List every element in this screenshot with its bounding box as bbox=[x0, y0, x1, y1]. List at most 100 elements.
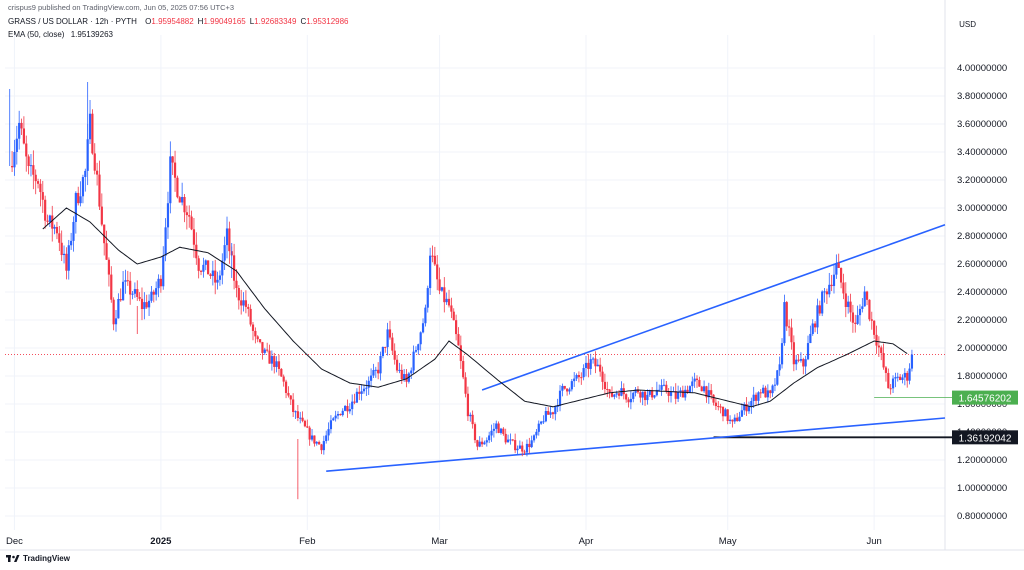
trendlines bbox=[326, 224, 946, 472]
candle-down bbox=[464, 377, 467, 394]
candle-up bbox=[766, 390, 769, 398]
symbol-name[interactable]: GRASS / US DOLLAR · 12h · PYTH bbox=[8, 17, 137, 26]
candle-up bbox=[13, 151, 16, 168]
candle-down bbox=[433, 255, 436, 265]
x-tick-label: May bbox=[719, 536, 737, 547]
candle-down bbox=[237, 288, 240, 301]
candle-up bbox=[570, 381, 573, 390]
candle-down bbox=[199, 270, 203, 272]
ema-value: 1.95139263 bbox=[70, 30, 113, 39]
candle-up bbox=[53, 226, 56, 229]
candle-up bbox=[629, 398, 632, 403]
candle-up bbox=[823, 291, 826, 293]
candle-up bbox=[181, 196, 184, 203]
candle-down bbox=[20, 122, 23, 129]
candle-down bbox=[839, 267, 843, 283]
candle-up bbox=[48, 215, 51, 222]
candle-down bbox=[851, 312, 854, 323]
candle-up bbox=[750, 401, 753, 407]
candle-down bbox=[98, 174, 101, 207]
candle-up bbox=[150, 291, 153, 301]
candle-down bbox=[126, 280, 129, 282]
footer-brand[interactable]: TradingView bbox=[23, 554, 70, 563]
candle-up bbox=[835, 263, 838, 275]
candle-down bbox=[22, 128, 25, 144]
candle-down bbox=[65, 253, 68, 271]
candle-down bbox=[797, 359, 800, 361]
candle-down bbox=[249, 308, 252, 325]
candle-down bbox=[719, 406, 722, 408]
candle-down bbox=[870, 319, 873, 321]
candle-up bbox=[72, 221, 75, 241]
candle-up bbox=[162, 255, 165, 287]
candle-down bbox=[145, 302, 148, 308]
candle-down bbox=[289, 395, 292, 400]
candle-down bbox=[882, 353, 885, 368]
candle-down bbox=[384, 346, 387, 348]
candle-down bbox=[580, 377, 583, 379]
price-axis: 4.00000000 3.80000000 3.60000000 3.40000000… bbox=[957, 63, 1007, 522]
candle-down bbox=[785, 302, 788, 327]
candle-up bbox=[121, 281, 125, 301]
candle-up bbox=[684, 389, 687, 398]
y-tick-label: 1.00000000 bbox=[957, 483, 1007, 494]
candle-up bbox=[329, 420, 333, 430]
candle-up bbox=[679, 390, 682, 393]
candle-down bbox=[721, 406, 725, 417]
candle-up bbox=[86, 139, 89, 171]
candle-up bbox=[896, 376, 899, 378]
candle-down bbox=[788, 326, 791, 328]
candle-down bbox=[844, 293, 847, 307]
candle-down bbox=[705, 386, 708, 398]
candle-down bbox=[837, 263, 840, 268]
candle-up bbox=[530, 440, 533, 448]
candle-down bbox=[296, 411, 299, 418]
candle-up bbox=[403, 374, 406, 380]
candle-up bbox=[646, 394, 649, 401]
candle-down bbox=[745, 404, 748, 412]
x-tick-label: Mar bbox=[431, 536, 447, 547]
symbol-info: GRASS / US DOLLAR · 12h · PYTH O1.959548… bbox=[8, 17, 348, 26]
candle-down bbox=[438, 279, 441, 291]
candle-down bbox=[318, 441, 321, 445]
candle-up bbox=[752, 394, 755, 402]
y-tick-label: 2.60000000 bbox=[957, 259, 1007, 270]
candle-down bbox=[214, 270, 217, 283]
candle-down bbox=[700, 386, 703, 392]
ohlc-value-c: 1.95312986 bbox=[306, 17, 349, 26]
candle-up bbox=[655, 389, 658, 396]
candle-up bbox=[143, 302, 146, 310]
candle-down bbox=[377, 369, 380, 374]
candle-up bbox=[549, 412, 552, 415]
candle-down bbox=[674, 391, 677, 399]
ohlc-key-c: C bbox=[300, 17, 307, 26]
candle-down bbox=[523, 451, 526, 453]
candle-up bbox=[344, 405, 347, 411]
candle-down bbox=[889, 388, 892, 390]
y-tick-label: 3.40000000 bbox=[957, 147, 1007, 158]
candle-up bbox=[894, 377, 897, 379]
candle-down bbox=[129, 280, 132, 295]
candle-down bbox=[830, 284, 833, 287]
candle-up bbox=[133, 289, 136, 294]
candle-up bbox=[322, 441, 325, 451]
candle-down bbox=[514, 440, 517, 451]
candle-up bbox=[440, 287, 444, 291]
candle-down bbox=[159, 278, 162, 287]
candle-up bbox=[799, 359, 803, 361]
candle-down bbox=[235, 280, 238, 289]
ema-label[interactable]: EMA (50, close) bbox=[8, 30, 65, 39]
candle-down bbox=[192, 229, 196, 245]
candle-down bbox=[754, 394, 758, 401]
candle-down bbox=[46, 220, 49, 222]
candle-up bbox=[804, 359, 807, 367]
candle-up bbox=[114, 318, 118, 325]
candle-down bbox=[266, 349, 269, 351]
candle-down bbox=[443, 287, 446, 303]
candle-down bbox=[256, 336, 259, 340]
candle-down bbox=[112, 299, 115, 325]
candle-up bbox=[648, 390, 651, 395]
candle-up bbox=[84, 170, 87, 178]
candle-down bbox=[395, 359, 399, 371]
